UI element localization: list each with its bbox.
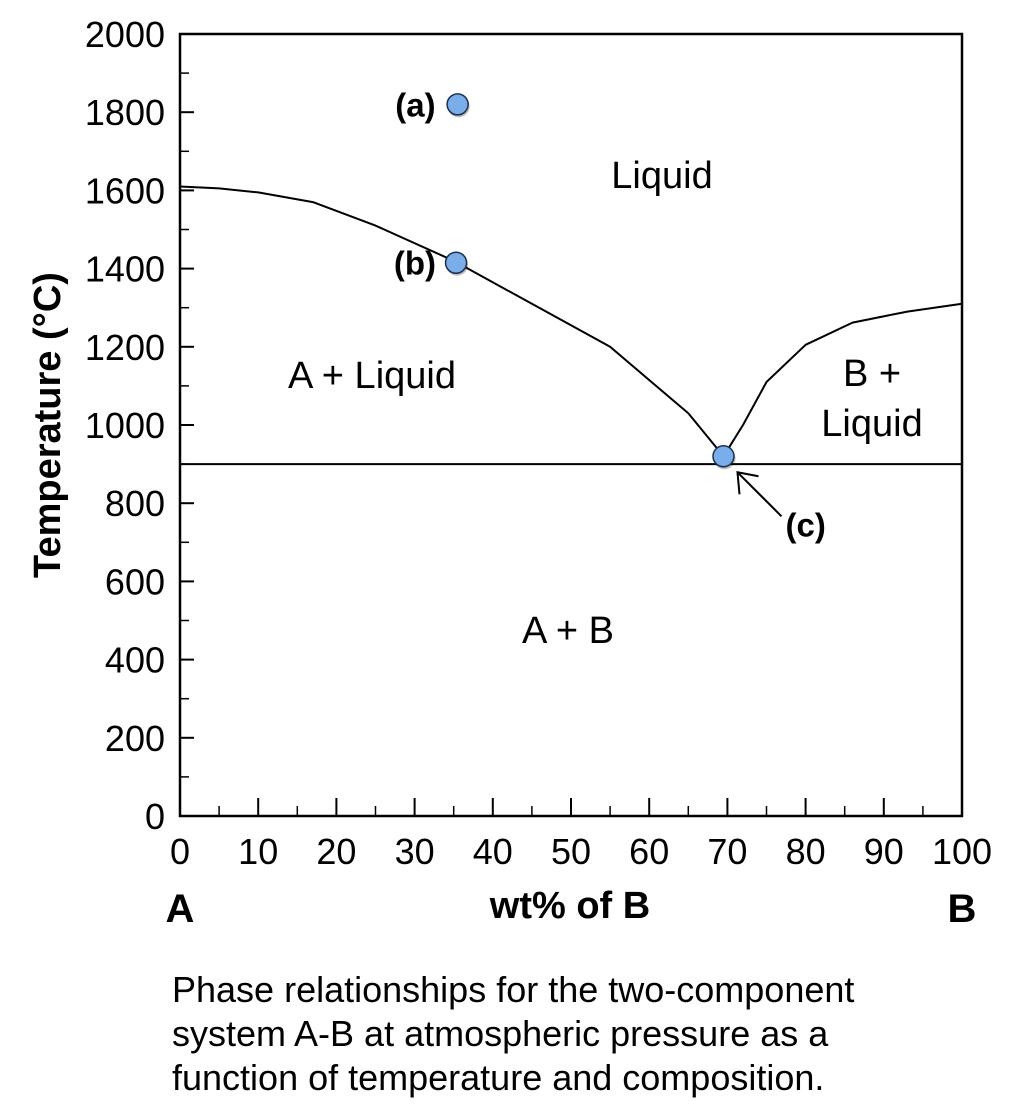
figure-caption: Phase relationships for the two-componen… (172, 968, 992, 1100)
point-b-marker (444, 251, 468, 274)
caption-line: system A-B at atmospheric pressure as a (172, 1013, 829, 1054)
point-c-arrowhead (736, 471, 759, 495)
y-tick-label: 2000 (85, 14, 165, 55)
caption-line: function of temperature and composition. (172, 1057, 825, 1098)
liquidus-b-curve (722, 302, 963, 457)
y-tick-label: 1600 (85, 170, 165, 211)
y-tick-label: 600 (105, 561, 165, 602)
x-tick-label: 30 (395, 831, 435, 872)
x-tick-label: 10 (238, 831, 278, 872)
x-tick-label: 90 (864, 831, 904, 872)
point-a-marker (446, 93, 469, 116)
y-tick-label: 1000 (85, 405, 165, 446)
point-c-marker (712, 445, 735, 468)
y-tick-label: 1200 (85, 327, 165, 368)
x-tick-label: 40 (473, 831, 513, 872)
x-tick-label: 60 (629, 831, 669, 872)
point-b-label: (b) (394, 245, 436, 282)
phase-diagram-svg: 0 10 20 30 40 50 60 70 80 90 100020040060080010001… (27, 14, 992, 931)
y-tick-label: 1800 (85, 92, 165, 133)
x-tick-label: 80 (786, 831, 826, 872)
region-b-liquid-label-line2: Liquid (821, 403, 922, 445)
x-axis-title: wt% of B (489, 885, 650, 927)
x-tick-label: 70 (707, 831, 747, 872)
y-axis-title: Temperature (°C) (27, 272, 69, 578)
y-tick-label: 200 (105, 718, 165, 759)
x-tick-label: 100 (932, 831, 992, 872)
region-a-liquid-label: A + Liquid (288, 355, 456, 397)
region-b-liquid-label: B + (843, 353, 901, 395)
component-a-label: A (166, 887, 195, 931)
x-tick-label: 0 (170, 831, 190, 872)
y-tick-label: 1400 (85, 249, 165, 290)
point-c-arrow (736, 471, 783, 517)
point-a-label: (a) (395, 86, 435, 123)
liquidus-a-curve (179, 185, 725, 457)
caption-line: Phase relationships for the two-componen… (172, 969, 855, 1010)
x-tick-label: 50 (551, 831, 591, 872)
y-tick-label: 800 (105, 483, 165, 524)
region-a-b-label: A + B (522, 610, 614, 652)
y-tick-label: 0 (145, 796, 165, 837)
phase-diagram: 0 10 20 30 40 50 60 70 80 90 100 0 200 400 600 800 1000 1… (27, 14, 992, 931)
region-liquid-label: Liquid (611, 155, 712, 197)
y-tick-label: 400 (105, 640, 165, 681)
x-tick-label: 20 (316, 831, 356, 872)
component-b-label: B (948, 887, 977, 931)
point-c-label: (c) (785, 506, 825, 543)
